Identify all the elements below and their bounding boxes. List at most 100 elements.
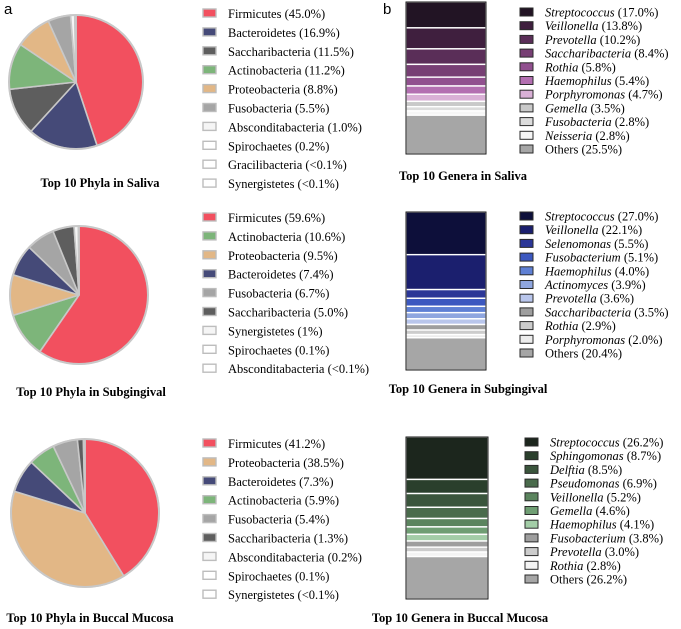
chart2-legend-swatch-proteobacteria [202, 250, 217, 260]
chart5-segment-veillonella [405, 253, 487, 291]
chart6-segment-prevotella [405, 546, 489, 553]
chart4-title: Top 10 Genera in Saliva [399, 169, 528, 183]
chart5-legend-label-others: Others (20.4%) [545, 347, 622, 361]
chart4-legend-swatch-porphyromonas [519, 89, 534, 99]
chart4-legend-label-gemella: Gemella (3.5%) [545, 101, 625, 115]
chart4-legend-label-porphyromonas: Porphyromonas (4.7%) [544, 88, 663, 102]
chart5-legend-label-actinomyces: Actinomyces (3.9%) [544, 278, 646, 292]
chart4-legend-swatch-rothia [519, 62, 534, 72]
chart5-legend-swatch-prevotella [519, 293, 534, 303]
chart3-legend-label-fusobacteria: Fusobacteria (5.4%) [228, 513, 329, 527]
chart5-segment-streptococcus [405, 211, 487, 256]
chart6-legend-swatch-gemella [524, 506, 539, 515]
chart5-legend-swatch-streptococcus [519, 211, 534, 221]
chart1-legend-swatch-fusobacteria [202, 102, 217, 113]
chart5-legend-label-rothia: Rothia (2.9%) [544, 319, 616, 333]
chart4-segment-gemella [405, 100, 487, 108]
chart1-legend-label-firmicutes: Firmicutes (45.0%) [228, 7, 325, 21]
chart6-legend-label-veillonella: Veillonella (5.2%) [550, 490, 641, 504]
chart1-legend-label-absconditabacteria: Absconditabacteria (1.0%) [228, 120, 362, 134]
chart6-legend-swatch-pseudomonas [524, 478, 539, 488]
chart3-legend-label-bacteroidetes: Bacteroidetes (7.3%) [228, 475, 334, 489]
chart4-legend-label-prevotella: Prevotella (10.2%) [544, 33, 640, 47]
chart3-pie: Firmicutes (41.2%) Proteobacteria (38.5%)… [6, 437, 362, 625]
chart4-segment-others [405, 114, 487, 155]
chart6-legend-swatch-veillonella [524, 492, 539, 502]
chart6-legend-swatch-rothia [524, 560, 539, 570]
chart6-legend-swatch-others [524, 574, 539, 584]
chart4-legend-swatch-veillonella [519, 21, 534, 31]
chart6-bar-border [405, 436, 489, 600]
chart6-segment-veillonella [405, 517, 489, 528]
chart2-legend-swatch-spirochaetes [202, 344, 217, 354]
chart5-legend-swatch-actinomyces [519, 280, 534, 289]
chart6-legend-label-streptococcus: Streptococcus (26.2%) [550, 436, 663, 450]
chart5-legend-label-saccharibacteria: Saccharibacteria (3.5%) [545, 305, 669, 319]
chart4-legend-label-haemophilus: Haemophilus (5.4%) [544, 74, 649, 88]
chart6-title: Top 10 Genera in Buccal Mucosa [372, 611, 549, 625]
chart6-legend-swatch-sphingomonas [524, 451, 539, 461]
chart5-segment-selenomonas [405, 288, 487, 299]
chart1-legend-label-bacteroidetes: Bacteroidetes (16.9%) [228, 26, 340, 40]
chart2-legend-label-actinobacteria: Actinobacteria (10.6%) [228, 230, 345, 244]
chart3-pie-outline [10, 438, 160, 588]
chart5-legend-label-porphyromonas: Porphyromonas (2.0%) [544, 333, 663, 347]
chart2-legend-swatch-fusobacteria [202, 287, 217, 298]
chart4-legend-swatch-streptococcus [519, 7, 534, 17]
chart4-legend-label-fusobacteria: Fusobacteria (2.8%) [544, 115, 649, 129]
chart4-segment-haemophilus [405, 85, 487, 95]
chart1-legend-label-spirochaetes: Spirochaetes (0.2%) [228, 139, 329, 153]
chart2-legend-label-firmicutes: Firmicutes (59.6%) [228, 211, 325, 225]
chart5-stacked-bar: Streptococcus (27.0%)Veillonella (22.1%)… [389, 210, 669, 397]
chart3-legend-label-actinobacteria: Actinobacteria (5.9%) [228, 494, 339, 508]
chart2-legend-label-spirochaetes: Spirochaetes (0.1%) [228, 343, 329, 357]
chart5-legend-label-fusobacterium: Fusobacterium (5.1%) [544, 251, 658, 265]
chart2-pie-outline [9, 225, 149, 365]
chart1-legend-label-synergistetes: Synergistetes (<0.1%) [228, 177, 339, 191]
chart3-legend-swatch-synergistetes [202, 589, 217, 599]
chart5-segment-prevotella [405, 318, 487, 326]
chart6-segment-gemella [405, 526, 489, 536]
chart1-pie-outline [8, 14, 144, 150]
chart6-segment-delftia [405, 492, 489, 509]
chart3-legend-swatch-spirochaetes [202, 570, 217, 580]
chart2-legend-label-saccharibacteria: Saccharibacteria (5.0%) [228, 306, 348, 320]
chart5-legend-label-selenomonas: Selenomonas (5.5%) [545, 237, 648, 251]
chart1-legend-swatch-firmicutes [202, 8, 217, 18]
chart5-title: Top 10 Genera in Subgingival [389, 382, 548, 396]
chart3-legend-swatch-bacteroidetes [202, 476, 217, 486]
chart6-legend-label-haemophilus: Haemophilus (4.1%) [549, 518, 654, 532]
chart5-legend-swatch-veillonella [519, 225, 534, 235]
chart6-segment-sphingomonas [405, 478, 489, 495]
panel-label-a: a [4, 1, 13, 18]
chart1-legend-swatch-saccharibacteria [202, 46, 217, 56]
chart5-segment-haemophilus [405, 305, 487, 314]
chart6-segment-haemophilus [405, 533, 489, 542]
chart3-legend-swatch-actinobacteria [202, 495, 217, 505]
chart3-title: Top 10 Phyla in Buccal Mucosa [6, 611, 174, 625]
chart4-legend-label-saccharibacteria: Saccharibacteria (8.4%) [545, 47, 669, 61]
chart4-legend-label-neisseria: Neisseria (2.8%) [544, 129, 630, 143]
chart2-legend-label-absconditabacteria: Absconditabacteria (<0.1%) [228, 362, 369, 376]
chart1-legend-swatch-spirochaetes [202, 140, 217, 151]
chart6-segment-streptococcus [405, 436, 489, 481]
chart5-legend-swatch-rothia [519, 321, 534, 331]
chart6-legend-label-rothia: Rothia (2.8%) [549, 559, 621, 573]
chart1-legend-label-actinobacteria: Actinobacteria (11.2%) [228, 64, 345, 78]
chart4-segment-streptococcus [405, 1, 487, 29]
chart3-legend-swatch-saccharibacteria [202, 532, 217, 543]
chart5-legend-swatch-porphyromonas [519, 334, 534, 344]
chart6-legend-swatch-fusobacterium [524, 533, 539, 543]
chart1-legend-swatch-gracilibacteria [202, 159, 217, 169]
chart6-legend-label-pseudomonas: Pseudomonas (6.9%) [549, 477, 657, 491]
chart2-legend-swatch-saccharibacteria [202, 306, 217, 317]
chart5-legend-swatch-fusobacterium [519, 252, 534, 262]
chart2-legend-label-proteobacteria: Proteobacteria (9.5%) [228, 249, 338, 263]
chart5-segment-others [405, 337, 487, 371]
chart3-legend-swatch-fusobacteria [202, 513, 217, 524]
chart5-legend-label-veillonella: Veillonella (22.1%) [545, 223, 642, 237]
chart4-legend-swatch-saccharibacteria [519, 48, 534, 58]
chart2-title: Top 10 Phyla in Subgingival [16, 385, 166, 399]
chart3-legend-swatch-absconditabacteria [202, 551, 217, 562]
